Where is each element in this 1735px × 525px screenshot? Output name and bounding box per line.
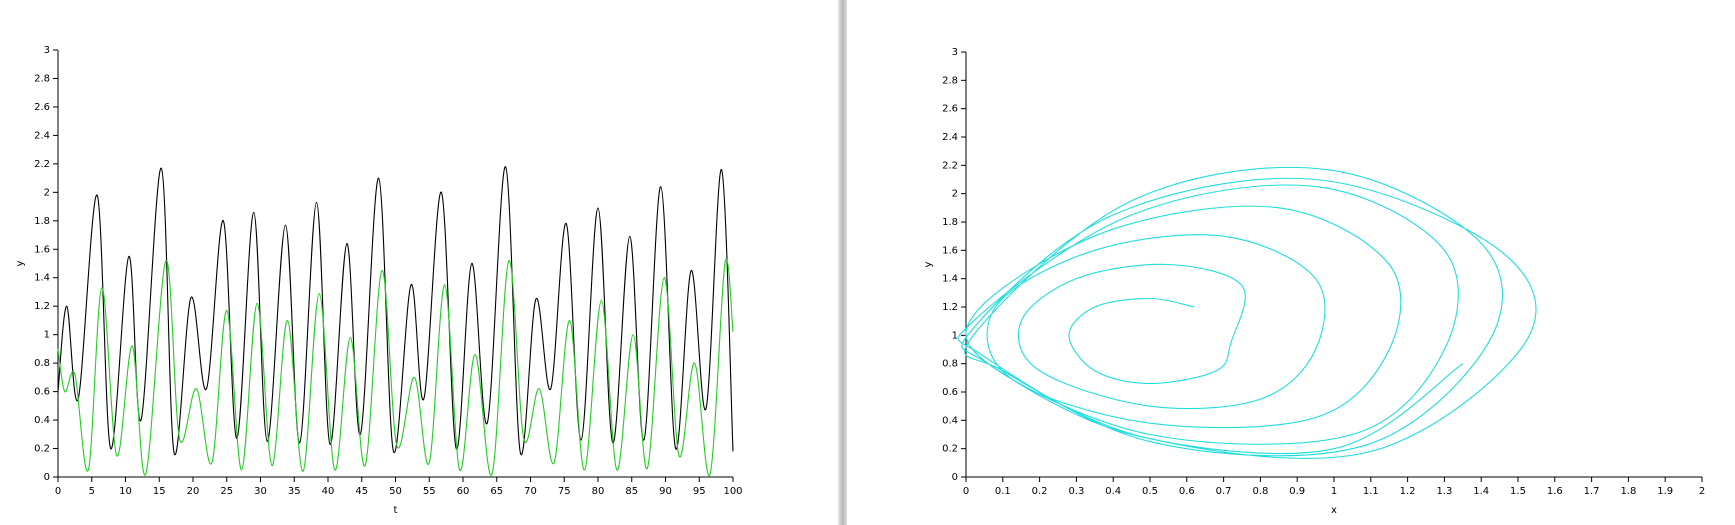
y-tick-label: 0.6 [34,387,50,398]
y-tick-label: 1.4 [942,274,958,285]
x-tick-label: 5 [89,486,95,497]
y-tick-label: 0.8 [34,358,50,369]
y-tick-label: 0 [952,472,958,483]
x-tick-label: 0.6 [1179,486,1195,497]
y-axis-label: y [15,260,26,266]
x-tick-label: 15 [153,486,166,497]
x-tick-label: 50 [389,486,402,497]
x-tick-label: 40 [322,486,335,497]
y-tick-label: 0 [44,472,50,483]
x-tick-label: 0.3 [1068,486,1084,497]
x-tick-label: 1.7 [1584,486,1600,497]
x-tick-label: 85 [625,486,638,497]
x-tick-label: 0 [55,486,61,497]
x-tick-label: 0.1 [995,486,1011,497]
y-tick-label: 1.2 [34,301,50,312]
y-tick-label: 2.6 [34,102,50,113]
x-tick-label: 0.2 [1032,486,1048,497]
x-tick-label: 1.5 [1510,486,1526,497]
y-tick-label: 2.6 [942,104,958,115]
x-tick-label: 0.8 [1252,486,1268,497]
y-tick-label: 2.2 [34,159,50,170]
data-line [57,258,734,477]
y-tick-label: 3 [44,45,50,56]
y-tick-label: 2.8 [34,73,50,84]
panel-divider [838,0,847,525]
x-tick-label: 1 [1331,486,1337,497]
y-tick-label: 1 [44,330,50,341]
x-tick-label: 55 [423,486,436,497]
y-tick-label: 0.2 [34,444,50,455]
y-tick-label: 0.8 [942,359,958,370]
x-tick-label: 1.6 [1547,486,1563,497]
x-axis-label: t [394,505,398,516]
x-tick-label: 10 [119,486,132,497]
y-tick-label: 1.6 [34,244,50,255]
x-tick-label: 65 [490,486,503,497]
y-tick-label: 2.2 [942,160,958,171]
x-tick-label: 95 [693,486,706,497]
x-tick-label: 0.7 [1216,486,1232,497]
y-tick-label: 1.4 [34,273,50,284]
y-tick-label: 1 [952,330,958,341]
y-tick-label: 2.4 [942,132,958,143]
x-tick-label: 1.9 [1657,486,1673,497]
x-axis-label: x [1331,505,1337,516]
y-tick-label: 1.8 [942,217,958,228]
x-tick-label: 1.4 [1473,486,1489,497]
x-tick-label: 35 [288,486,301,497]
y-axis-label: y [923,261,934,267]
y-tick-label: 1.8 [34,216,50,227]
x-tick-label: 25 [220,486,233,497]
y-tick-label: 0.6 [942,387,958,398]
x-tick-label: 70 [524,486,537,497]
x-tick-label: 0.9 [1289,486,1305,497]
data-line [957,166,1537,459]
x-tick-label: 100 [723,486,742,497]
x-tick-label: 0.5 [1142,486,1158,497]
y-tick-label: 1.6 [942,245,958,256]
x-tick-label: 1.1 [1363,486,1379,497]
y-tick-label: 1.2 [942,302,958,313]
x-tick-label: 90 [659,486,672,497]
x-tick-label: 20 [187,486,200,497]
y-tick-label: 2.4 [34,130,50,141]
x-tick-label: 80 [592,486,605,497]
y-tick-label: 0.4 [942,415,958,426]
y-tick-label: 0.4 [34,415,50,426]
y-tick-label: 2 [952,189,958,200]
x-tick-label: 30 [254,486,267,497]
x-tick-label: 1.2 [1400,486,1416,497]
y-tick-label: 2 [44,187,50,198]
x-tick-label: 1.8 [1620,486,1636,497]
y-tick-label: 2.8 [942,75,958,86]
x-tick-label: 45 [355,486,368,497]
y-tick-label: 3 [952,47,958,58]
x-tick-label: 0 [963,486,969,497]
data-line [57,166,734,456]
x-tick-label: 0.4 [1105,486,1121,497]
y-tick-label: 0.2 [942,444,958,455]
x-tick-label: 1.3 [1436,486,1452,497]
x-tick-label: 75 [558,486,571,497]
x-tick-label: 60 [457,486,470,497]
x-tick-label: 2 [1699,486,1705,497]
